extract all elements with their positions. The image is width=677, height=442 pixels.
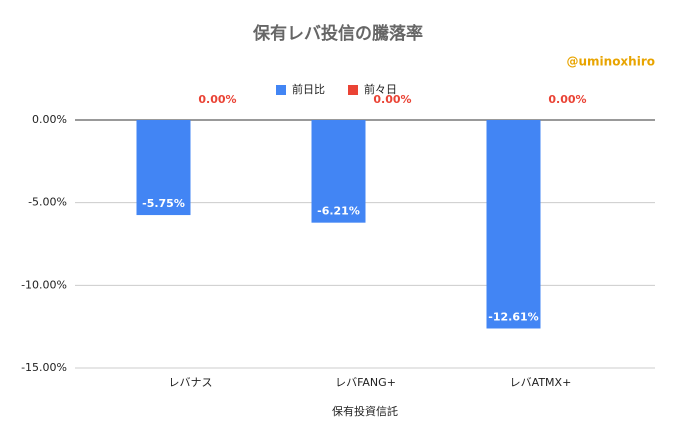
bar (136, 120, 191, 216)
x-axis-label: 保有投資信託 (332, 404, 398, 418)
value-label: -5.75% (142, 197, 185, 210)
chart-title: 保有レバ投信の騰落率 (252, 23, 423, 44)
value-label: -12.61% (488, 310, 538, 323)
legend-swatch (276, 85, 286, 95)
x-tick-label: レバATMX+ (510, 376, 572, 389)
y-tick-label: -15.00% (21, 361, 67, 374)
y-tick-label: -10.00% (21, 278, 67, 291)
y-tick-label: -5.00% (28, 196, 67, 209)
x-tick-label: レバFANG+ (335, 376, 396, 389)
legend-swatch (348, 85, 358, 95)
annotation: @uminoxhiro (566, 55, 655, 69)
bar (486, 120, 541, 329)
y-tick-label: 0.00% (32, 113, 67, 126)
value-label: 0.00% (198, 93, 236, 106)
legend-label: 前々日 (364, 82, 397, 96)
value-label: -6.21% (317, 205, 360, 218)
x-tick-label: レバナス (169, 376, 213, 389)
value-label: 0.00% (548, 93, 586, 106)
bar (311, 120, 366, 223)
legend-label: 前日比 (292, 82, 325, 96)
value-label: 0.00% (373, 93, 411, 106)
